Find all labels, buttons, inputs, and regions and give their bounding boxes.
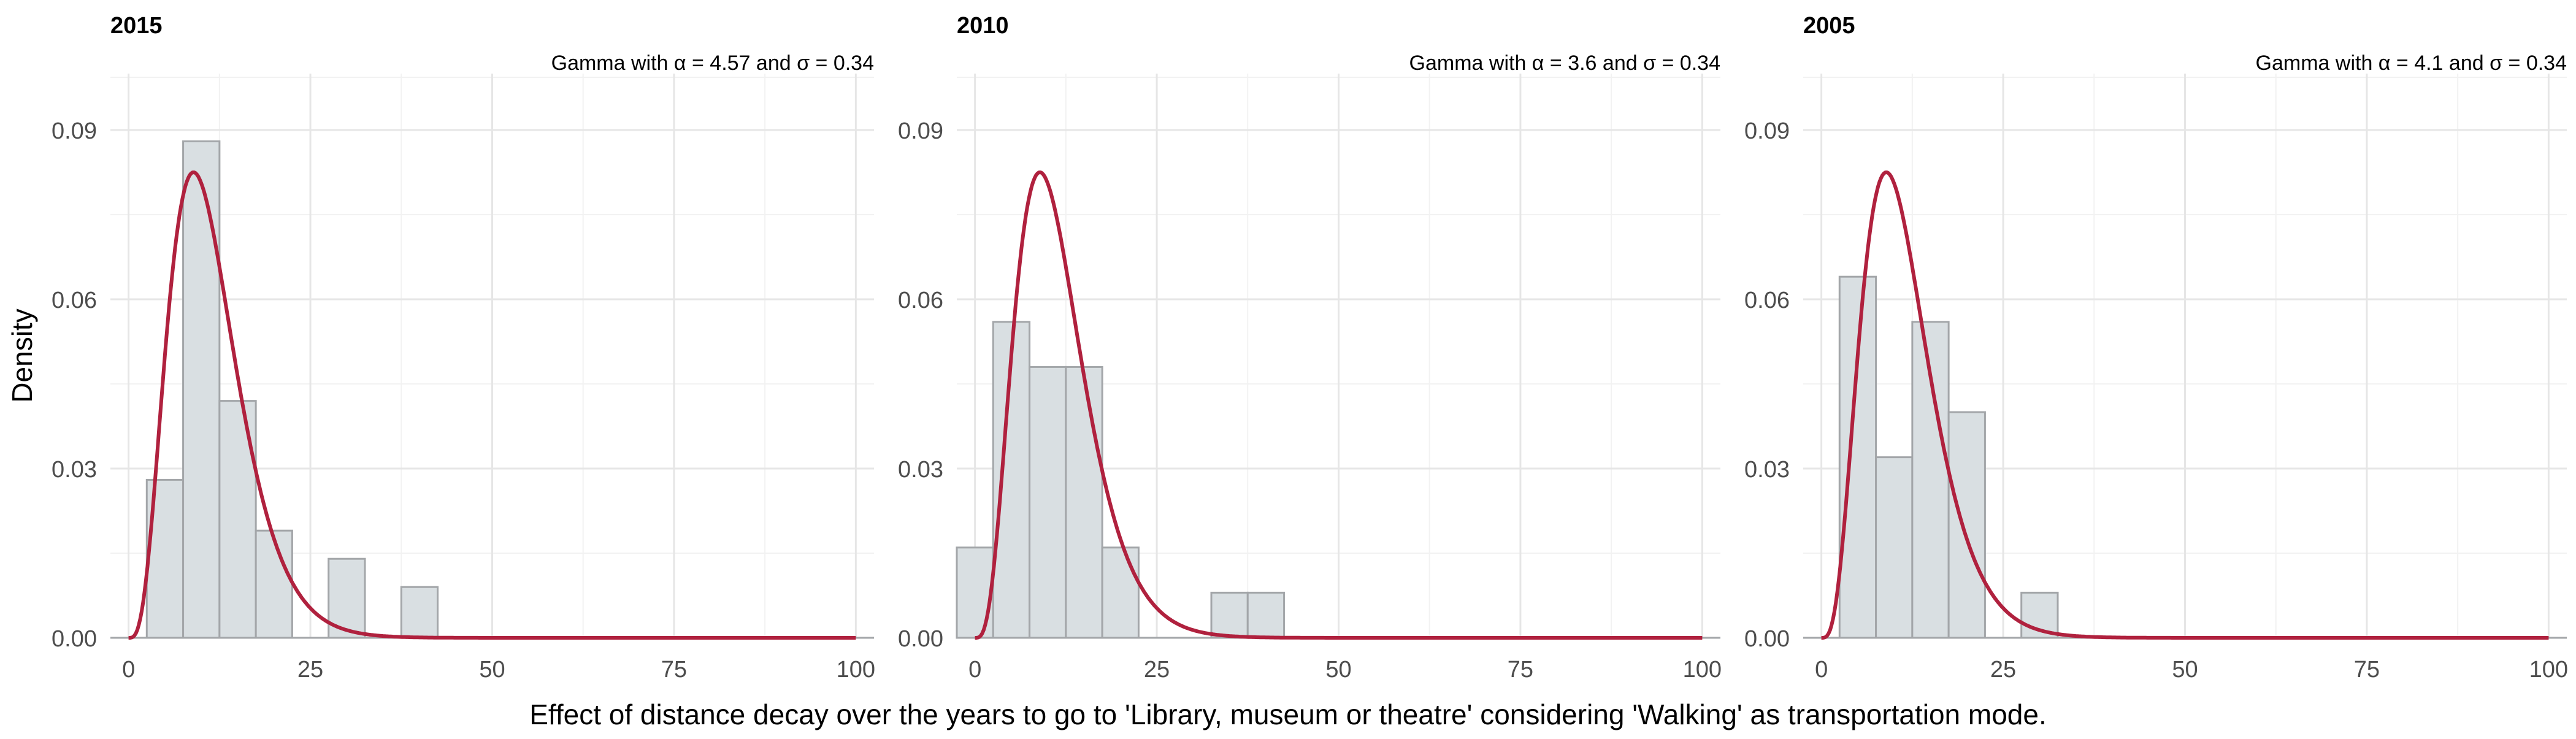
panel-title: 2005 — [1803, 13, 1855, 39]
x-tick-label: 75 — [2354, 657, 2380, 683]
histogram-bar — [400, 586, 439, 639]
histogram-bar — [255, 529, 293, 639]
histogram-bar — [1210, 591, 1249, 639]
x-tick-label: 0 — [122, 657, 135, 683]
chart-panel-2010: 0.00 0.03 0.06 0.09 0 25 50 75 100 2010 Gamma with… — [898, 13, 1722, 683]
y-tick-label: 0.00 — [52, 626, 97, 652]
x-tick-label: 100 — [837, 657, 875, 683]
y-tick-label: 0.09 — [898, 118, 943, 144]
x-axis-caption: Effect of distance decay over the years … — [529, 699, 2047, 730]
x-tick-label: 50 — [1325, 657, 1351, 683]
panel-title: 2015 — [110, 13, 163, 39]
x-tick-label: 75 — [661, 657, 687, 683]
fit-curve — [128, 170, 856, 640]
histogram-bar — [328, 557, 366, 639]
x-tick-label: 50 — [479, 657, 505, 683]
histogram-bar — [1101, 546, 1140, 639]
y-tick-label: 0.06 — [52, 288, 97, 313]
y-axis-title-text: Density — [6, 308, 38, 403]
y-tick-label: 0.03 — [898, 457, 943, 483]
histogram-bar — [218, 400, 257, 639]
histogram-bars — [956, 321, 1720, 639]
histogram-bars — [110, 140, 874, 639]
y-axis-title: Density — [4, 294, 40, 417]
x-tick-label: 0 — [1815, 657, 1828, 683]
fit-curve — [1821, 170, 2549, 640]
y-tick-label: 0.09 — [52, 118, 97, 144]
chart-panel-2015: 0.00 0.03 0.06 0.09 0 25 50 75 100 2015 Gamma with… — [52, 13, 875, 683]
y-tick-label: 0.06 — [1744, 288, 1790, 313]
y-tick-label: 0.09 — [1744, 118, 1790, 144]
x-tick-label: 50 — [2172, 657, 2198, 683]
gamma-annotation: Gamma with α = 4.57 and σ = 0.34 — [551, 52, 874, 75]
histogram-bar — [1065, 366, 1103, 639]
histogram-bar — [992, 321, 1031, 639]
grid-lines — [957, 74, 1720, 639]
histogram-bar — [1875, 456, 1914, 639]
chart-panel-2005: 0.00 0.03 0.06 0.09 0 25 50 75 100 2005 Gamma with… — [1744, 13, 2568, 683]
histogram-bar — [956, 546, 994, 639]
fit-curve — [975, 170, 1703, 640]
x-tick-label: 100 — [2529, 657, 2568, 683]
histogram-bar — [1246, 591, 1286, 639]
x-tick-label: 100 — [1683, 657, 1722, 683]
panel-title: 2010 — [957, 13, 1009, 39]
histogram-bar — [1947, 411, 1986, 639]
x-tick-label: 25 — [297, 657, 323, 683]
y-tick-label: 0.00 — [1744, 626, 1790, 652]
x-tick-label: 75 — [1508, 657, 1533, 683]
histogram-bar — [182, 140, 221, 639]
x-tick-label: 25 — [1144, 657, 1170, 683]
histogram-bar — [1838, 275, 1877, 639]
y-tick-label: 0.00 — [898, 626, 943, 652]
y-tick-label: 0.06 — [898, 288, 943, 313]
y-tick-label: 0.03 — [1744, 457, 1790, 483]
grid-lines — [110, 74, 874, 639]
x-tick-label: 25 — [1990, 657, 2016, 683]
y-tick-label: 0.03 — [52, 457, 97, 483]
x-tick-label: 0 — [968, 657, 981, 683]
gamma-annotation: Gamma with α = 4.1 and σ = 0.34 — [2256, 52, 2567, 75]
histogram-bar — [1029, 366, 1067, 639]
gamma-annotation: Gamma with α = 3.6 and σ = 0.34 — [1409, 52, 1720, 75]
